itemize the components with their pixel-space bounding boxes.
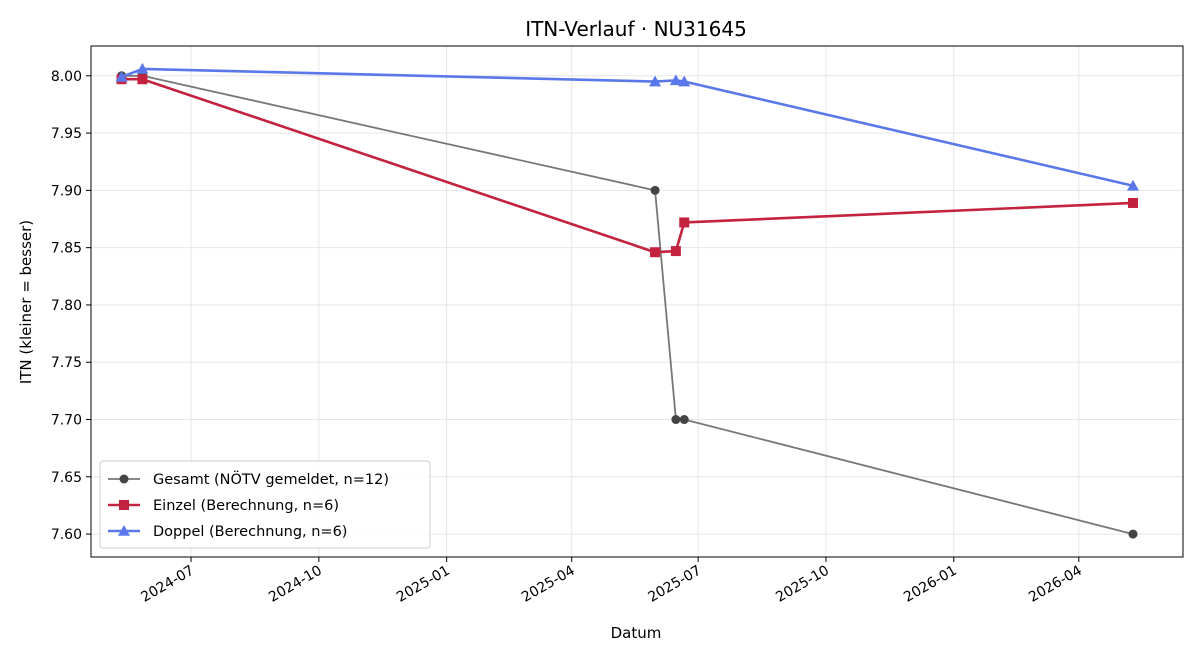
series-square bbox=[116, 74, 1138, 258]
x-tick-label: 2025-04 bbox=[519, 563, 578, 606]
y-tick-label: 7.85 bbox=[51, 241, 82, 257]
series-triangle bbox=[115, 62, 1139, 191]
y-tick-label: 7.80 bbox=[51, 298, 82, 314]
legend-label: Einzel (Berechnung, n=6) bbox=[153, 498, 339, 514]
data-point bbox=[669, 74, 682, 86]
series-line bbox=[121, 67, 1134, 188]
x-axis: 2024-07 2024-10 2025-01 2025-04 2025-07 2025-… bbox=[138, 557, 1085, 606]
x-tick-label: 2025-01 bbox=[394, 563, 453, 606]
y-tick-label: 7.70 bbox=[51, 413, 82, 429]
legend-marker bbox=[119, 500, 129, 510]
x-tick-label: 2025-07 bbox=[645, 563, 704, 606]
x-tick-label: 2026-04 bbox=[1026, 563, 1085, 606]
data-point bbox=[679, 415, 689, 425]
data-point bbox=[136, 62, 149, 74]
x-axis-label: Datum bbox=[611, 624, 662, 642]
legend-marker bbox=[119, 474, 129, 484]
y-axis: 7.60 7.65 7.70 7.75 7.80 7.85 7.90 7.95 8.00 bbox=[51, 69, 91, 543]
series-layer bbox=[115, 62, 1139, 539]
data-point bbox=[650, 185, 660, 195]
data-point bbox=[137, 74, 148, 85]
legend-item: Einzel (Berechnung, n=6) bbox=[108, 498, 339, 514]
data-point bbox=[670, 246, 681, 257]
data-point bbox=[1127, 197, 1138, 208]
y-tick-label: 7.60 bbox=[51, 527, 82, 543]
legend-label: Doppel (Berechnung, n=6) bbox=[153, 524, 347, 540]
data-point bbox=[1128, 529, 1138, 539]
y-tick-label: 7.90 bbox=[51, 183, 82, 199]
x-tick-label: 2024-10 bbox=[266, 563, 325, 606]
y-tick-label: 7.95 bbox=[51, 126, 82, 142]
y-tick-label: 8.00 bbox=[51, 69, 82, 85]
y-axis-label: ITN (kleiner = besser) bbox=[17, 220, 35, 384]
data-point bbox=[679, 217, 690, 228]
legend-box bbox=[99, 460, 431, 549]
data-point bbox=[115, 70, 128, 82]
legend-marker bbox=[118, 525, 130, 536]
legend-label: Gesamt (NÖTV gemeldet, n=12) bbox=[153, 470, 389, 488]
legend-item: Doppel (Berechnung, n=6) bbox=[108, 524, 347, 540]
data-point bbox=[1126, 179, 1139, 191]
chart-title: ITN-Verlauf · NU31645 bbox=[525, 17, 747, 41]
x-tick-label: 2025-10 bbox=[773, 563, 832, 606]
y-tick-label: 7.75 bbox=[51, 355, 82, 371]
data-point bbox=[671, 415, 681, 425]
legend: Gesamt (NÖTV gemeldet, n=12) Einzel (Bere… bbox=[99, 460, 431, 549]
plot-frame bbox=[90, 45, 1184, 558]
x-tick-label: 2024-07 bbox=[138, 563, 197, 606]
data-point bbox=[650, 247, 661, 258]
y-tick-label: 7.65 bbox=[51, 470, 82, 486]
legend-item: Gesamt (NÖTV gemeldet, n=12) bbox=[108, 470, 389, 488]
x-tick-label: 2026-01 bbox=[901, 563, 960, 606]
grid-lines bbox=[91, 46, 1183, 557]
data-point bbox=[678, 75, 691, 87]
data-point bbox=[649, 75, 662, 87]
